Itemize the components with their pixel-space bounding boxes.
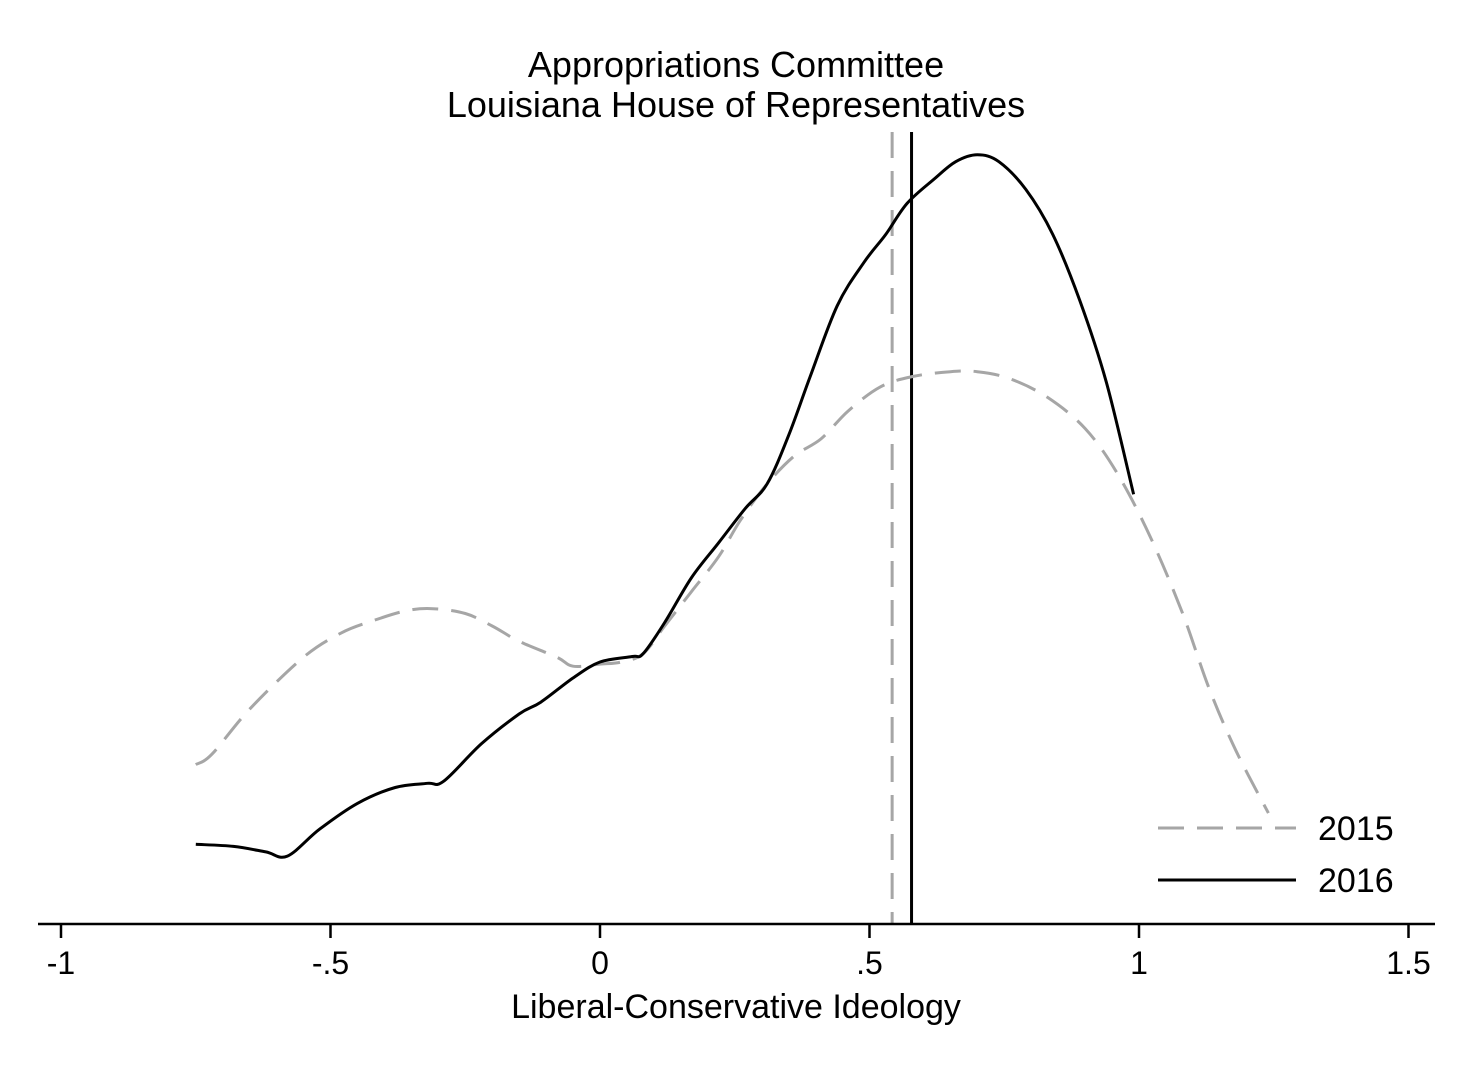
x-tick-label: 1 xyxy=(1130,945,1148,981)
legend: 2015 2016 xyxy=(1158,810,1394,900)
x-axis-label: Liberal-Conservative Ideology xyxy=(511,988,961,1026)
density-line-2015 xyxy=(194,369,1270,814)
x-tick-label: -1 xyxy=(47,945,75,981)
x-tick-label: .5 xyxy=(856,945,883,981)
density-line-2016 xyxy=(195,153,1136,859)
legend-label-2015: 2015 xyxy=(1318,810,1394,848)
median-reference-lines xyxy=(890,132,914,924)
x-axis-tick-labels: -1 -.5 0 .5 1 1.5 xyxy=(47,945,1431,981)
legend-label-2016: 2016 xyxy=(1318,862,1394,900)
x-tick-label: 1.5 xyxy=(1386,945,1430,981)
density-series xyxy=(194,153,1270,859)
chart-title: Appropriations Committee xyxy=(528,44,944,85)
x-axis-ticks xyxy=(59,924,1410,938)
x-tick-label: -.5 xyxy=(312,945,349,981)
chart-subtitle: Louisiana House of Representatives xyxy=(447,84,1025,125)
x-tick-label: 0 xyxy=(591,945,609,981)
